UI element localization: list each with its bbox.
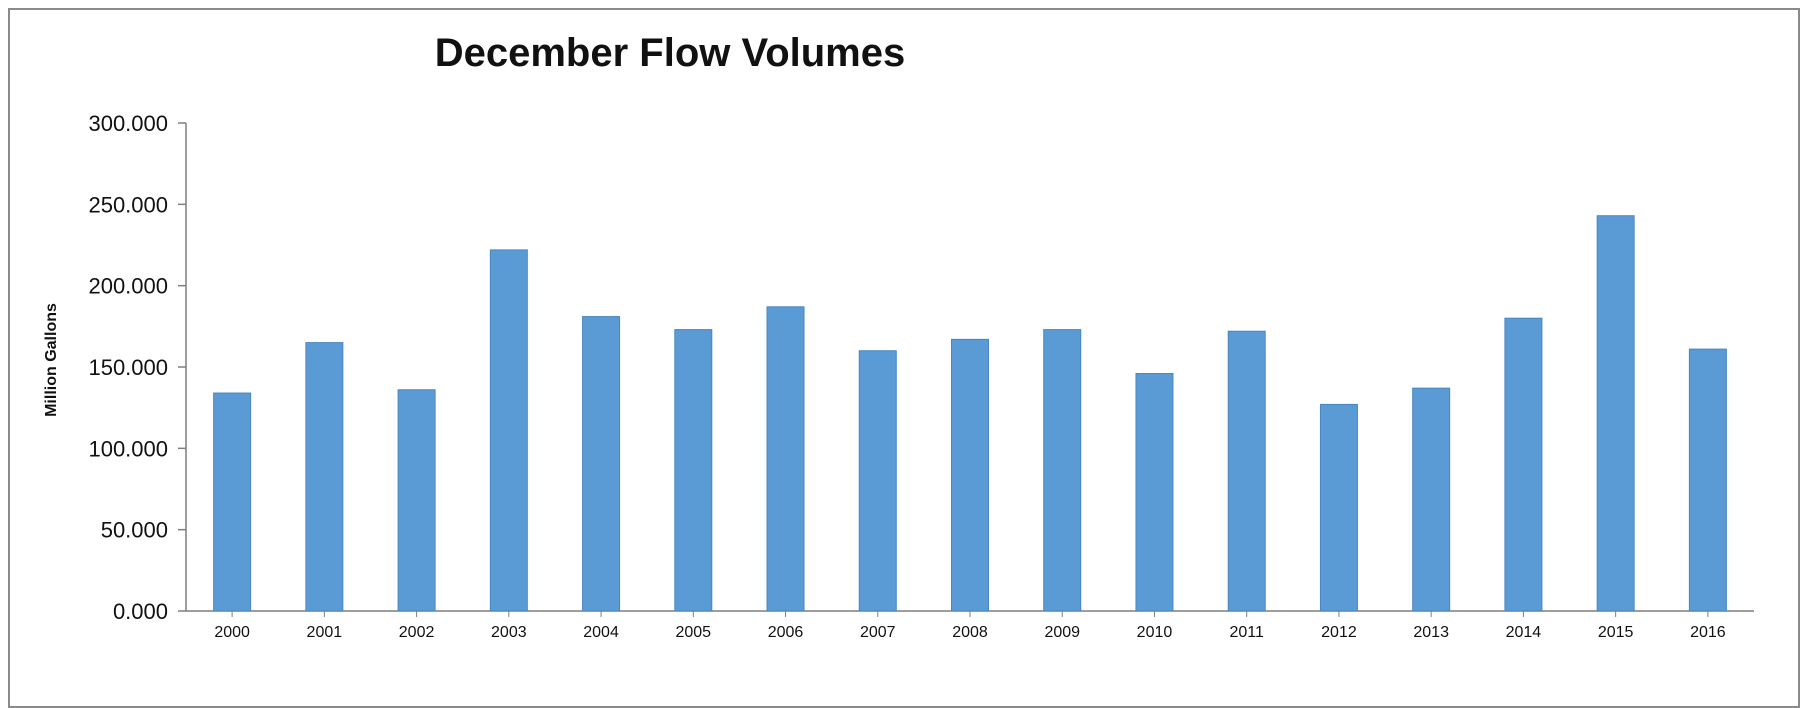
y-tick-label: 250.000 (88, 192, 168, 217)
bar-2002 (397, 389, 436, 612)
bar-2004 (582, 316, 621, 612)
y-tick-label: 200.000 (88, 274, 168, 299)
x-tick-label-2003: 2003 (491, 624, 527, 641)
y-tick-label: 300.000 (88, 111, 168, 136)
chart-title: December Flow Volumes (435, 31, 906, 75)
bar-2012 (1319, 403, 1358, 612)
x-tick-label-2006: 2006 (768, 624, 804, 641)
bar-series (213, 215, 1727, 612)
bar-2009 (1043, 329, 1082, 612)
x-tick-label-2014: 2014 (1506, 624, 1542, 641)
bar-2000 (213, 392, 252, 612)
x-axis (186, 610, 1754, 617)
x-tick-label-2016: 2016 (1690, 624, 1726, 641)
x-tick-labels: 2000 2001 2002 2003 2004 2005 2006 2007 2008 2009… (214, 624, 1725, 641)
x-tick-label-2010: 2010 (1137, 624, 1173, 641)
x-tick-label-2008: 2008 (952, 624, 988, 641)
bar-2008 (951, 338, 989, 612)
x-tick-label-2015: 2015 (1598, 624, 1634, 641)
bar-2001 (305, 342, 344, 612)
bar-2013 (1412, 387, 1451, 612)
x-tick-label-2011: 2011 (1230, 624, 1265, 641)
x-tick-label-2000: 2000 (214, 624, 250, 641)
bar-2016 (1688, 348, 1727, 612)
y-tick-label: 100.000 (88, 436, 168, 461)
bar-2006 (766, 306, 805, 612)
y-axis: 0.000 50.000 100.000 150.000 200.000 250.000 3… (88, 111, 187, 624)
bar-chart: December Flow Volumes Million Gallons 0.… (43, 31, 1754, 641)
chart-frame: December Flow Volumes Million Gallons 0.… (8, 8, 1800, 708)
x-tick-label-2012: 2012 (1321, 624, 1357, 641)
bar-2011 (1227, 330, 1266, 612)
x-tick-label-2007: 2007 (860, 624, 896, 641)
x-tick-label-2009: 2009 (1044, 624, 1080, 641)
y-axis-title: Million Gallons (43, 303, 60, 417)
bar-2007 (858, 350, 897, 612)
x-tick-label-2002: 2002 (399, 624, 435, 641)
y-tick-label: 50.000 (101, 518, 168, 543)
bar-2015 (1596, 215, 1635, 612)
y-tick-label: 0.000 (113, 599, 168, 624)
bar-2010 (1135, 373, 1174, 612)
x-tick-label-2004: 2004 (583, 624, 619, 641)
x-tick-label-2013: 2013 (1413, 624, 1449, 641)
bar-2014 (1504, 317, 1543, 612)
bar-2005 (674, 329, 713, 612)
bar-2003 (489, 249, 528, 612)
x-tick-label-2001: 2001 (307, 624, 343, 641)
y-tick-label: 150.000 (88, 355, 168, 380)
x-tick-label-2005: 2005 (675, 624, 711, 641)
